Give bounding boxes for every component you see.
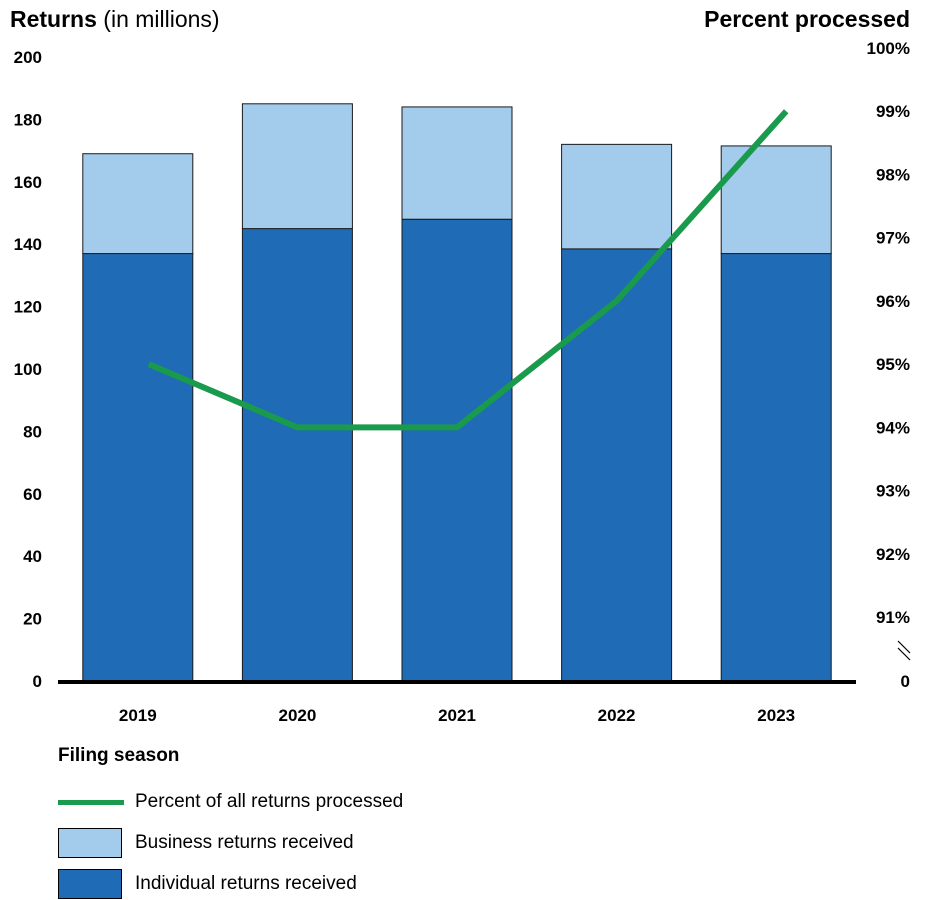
bar-business xyxy=(241,103,353,230)
right-tick-label: 95% xyxy=(876,355,910,374)
right-tick-label: 93% xyxy=(876,482,910,501)
left-tick-label: 200 xyxy=(14,48,42,67)
left-axis-title: Returns (in millions) xyxy=(10,6,220,32)
bar-individual xyxy=(720,253,832,682)
percent-processed-line xyxy=(147,109,789,431)
left-tick-label: 20 xyxy=(23,610,42,629)
left-tick-label: 160 xyxy=(14,173,42,192)
left-tick-label: 100 xyxy=(14,360,42,379)
bar-business xyxy=(82,153,194,255)
x-tick-label: 2020 xyxy=(278,706,316,725)
right-tick-label: 94% xyxy=(876,418,910,437)
x-tick-label: 2019 xyxy=(119,706,157,725)
right-tick-label: 99% xyxy=(876,102,910,121)
bar-individual xyxy=(82,253,194,682)
bar-individual xyxy=(241,228,353,682)
bar-business xyxy=(561,143,673,250)
legend-item-percent-processed: Percent of all returns processed xyxy=(58,786,403,818)
bar-individual xyxy=(561,248,673,682)
left-tick-label: 0 xyxy=(33,672,42,691)
legend-box-swatch xyxy=(58,828,122,858)
right-tick-label: 91% xyxy=(876,608,910,627)
legend-item-individual-returns: Individual returns received xyxy=(58,868,357,900)
axis-break-mark xyxy=(897,640,911,654)
left-tick-label: 60 xyxy=(23,485,42,504)
right-tick-label: 97% xyxy=(876,229,910,248)
bar-business xyxy=(401,106,513,220)
x-tick-label: 2022 xyxy=(598,706,636,725)
right-tick-label: 98% xyxy=(876,165,910,184)
right-tick-label: 92% xyxy=(876,545,910,564)
chart: 0 20 40 60 80 100 120 140 160 180 200 0 91% 92% 93% 94%… xyxy=(14,39,911,725)
legend-label: Percent of all returns processed xyxy=(135,791,404,812)
legend-item-business-returns: Business returns received xyxy=(58,827,354,859)
left-tick-label: 40 xyxy=(23,547,42,566)
axis-break-mark xyxy=(897,647,911,661)
legend-box-swatch xyxy=(58,869,122,899)
x-axis-title: Filing season xyxy=(58,745,180,766)
x-tick-label: 2021 xyxy=(438,706,476,725)
legend-line-swatch xyxy=(58,799,124,805)
right-tick-label: 96% xyxy=(876,292,910,311)
legend-label: Individual returns received xyxy=(135,873,357,894)
left-tick-label: 140 xyxy=(14,235,42,254)
right-tick-label: 0 xyxy=(901,672,910,691)
bar-individual xyxy=(401,218,513,682)
right-tick-label: 100% xyxy=(867,39,910,58)
left-tick-label: 80 xyxy=(23,422,42,441)
x-tick-label: 2023 xyxy=(757,706,795,725)
legend-label: Business returns received xyxy=(135,832,354,853)
left-tick-label: 120 xyxy=(14,298,42,317)
left-tick-label: 180 xyxy=(14,110,42,129)
right-axis-title: Percent processed xyxy=(704,6,910,32)
